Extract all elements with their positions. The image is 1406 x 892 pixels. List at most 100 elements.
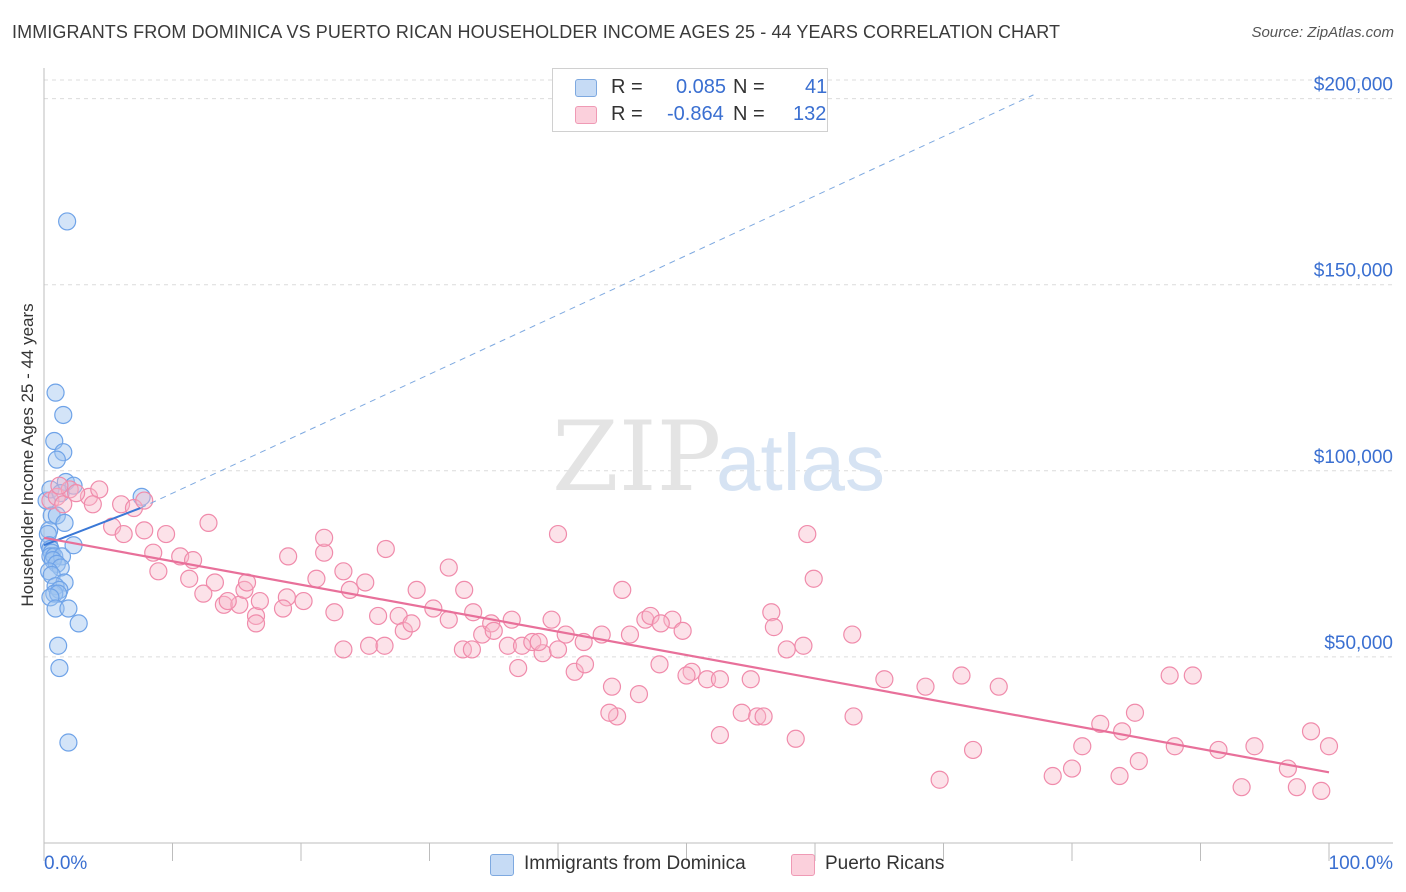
- dominica-point: [47, 450, 66, 469]
- puerto-rican-point: [542, 610, 561, 629]
- puerto-rican-point: [149, 562, 168, 581]
- puerto-rican-point: [369, 606, 388, 626]
- puerto-rican-point: [250, 591, 269, 611]
- puerto-rican-point: [641, 606, 660, 626]
- trend-lines: [43, 94, 1330, 774]
- bottom-legend-swatch-dominica: [490, 854, 514, 876]
- puerto-rican-trend-line: [43, 536, 1330, 774]
- y-tick-label: $150,000: [1314, 261, 1393, 282]
- puerto-rican-point: [307, 569, 326, 588]
- puerto-rican-point: [748, 707, 767, 726]
- puerto-rican-point: [1073, 737, 1092, 756]
- puerto-rican-point: [1245, 737, 1264, 756]
- x-tick-label-start: 0.0%: [44, 853, 87, 874]
- puerto-rican-point: [989, 677, 1008, 696]
- puerto-rican-point: [786, 729, 805, 748]
- puerto-rican-point: [1125, 703, 1145, 722]
- puerto-rican-point: [114, 524, 133, 544]
- puerto-rican-point: [360, 636, 379, 655]
- puerto-rican-point: [1287, 778, 1306, 797]
- dominica-point: [59, 733, 78, 752]
- puerto-rican-point: [218, 591, 237, 611]
- bottom-legend-label-puerto-rican: Puerto Ricans: [825, 853, 945, 874]
- legend-swatch-puerto-rican: [575, 106, 597, 124]
- puerto-rican-point: [315, 528, 334, 547]
- puerto-rican-point: [804, 569, 823, 588]
- puerto-rican-point: [407, 580, 426, 600]
- dominica-point: [59, 599, 78, 618]
- puerto-rican-point: [777, 640, 796, 659]
- y-tick-label: $100,000: [1314, 447, 1393, 468]
- puerto-rican-point: [1319, 737, 1339, 756]
- puerto-rican-point: [509, 658, 528, 678]
- puerto-rican-point: [279, 547, 298, 566]
- puerto-rican-points: [41, 476, 1339, 800]
- legend-n-value: 132: [793, 103, 827, 125]
- axes: [43, 68, 1393, 861]
- puerto-rican-point: [325, 603, 344, 622]
- stats-legend: R = 0.085 N = 41 R = -0.864 N = 132: [552, 68, 828, 132]
- puerto-rican-point: [1062, 759, 1082, 778]
- bottom-legend-swatch-puerto-rican: [791, 854, 815, 876]
- puerto-rican-point: [50, 476, 69, 495]
- legend-r-value: -0.864: [667, 103, 724, 125]
- puerto-rican-point: [798, 524, 817, 544]
- puerto-rican-point: [663, 610, 682, 629]
- dominica-point: [58, 212, 77, 231]
- dominica-point: [50, 658, 69, 678]
- puerto-rican-point: [205, 573, 225, 592]
- y-tick-label: $50,000: [1324, 633, 1393, 654]
- dominica-point: [46, 599, 65, 618]
- puerto-rican-point: [963, 740, 983, 760]
- puerto-rican-point: [439, 558, 458, 577]
- puerto-rican-point: [402, 614, 421, 633]
- puerto-rican-point: [83, 495, 102, 514]
- watermark-atlas: atlas: [716, 418, 885, 507]
- puerto-rican-point: [273, 599, 293, 618]
- dominica-point: [69, 614, 88, 633]
- legend-n-value: 41: [805, 76, 828, 98]
- legend-r-value: 0.085: [676, 76, 727, 98]
- puerto-rican-point: [334, 640, 353, 659]
- puerto-rican-point: [67, 484, 86, 503]
- puerto-rican-point: [754, 707, 773, 726]
- puerto-rican-point: [875, 670, 894, 689]
- puerto-rican-point: [1129, 752, 1148, 771]
- puerto-rican-point: [575, 655, 595, 674]
- y-axis-label: Householder Income Ages 25 - 44 years: [18, 303, 37, 607]
- gridlines: [44, 79, 1393, 658]
- puerto-rican-point: [246, 614, 266, 633]
- watermark-zip: ZIP: [552, 401, 721, 513]
- puerto-rican-point: [620, 625, 640, 644]
- puerto-rican-point: [502, 610, 521, 629]
- watermark: ZIP atlas: [552, 401, 885, 513]
- puerto-rican-point: [529, 632, 548, 652]
- puerto-rican-point: [710, 725, 730, 745]
- puerto-rican-point: [523, 632, 542, 652]
- puerto-rican-point: [741, 670, 760, 689]
- puerto-rican-point: [1043, 766, 1062, 786]
- puerto-rican-point: [235, 580, 254, 600]
- puerto-rican-point: [1113, 722, 1132, 741]
- legend-r-label: R =: [611, 103, 643, 125]
- puerto-rican-point: [135, 521, 154, 540]
- dominica-points: [37, 212, 151, 752]
- puerto-rican-point: [600, 703, 619, 722]
- x-tick-label-end: 100.0%: [1329, 853, 1394, 874]
- puerto-rican-point: [732, 703, 751, 722]
- puerto-rican-point: [199, 513, 218, 533]
- puerto-rican-point: [1110, 766, 1129, 786]
- puerto-rican-point: [394, 621, 413, 640]
- chart-title: IMMIGRANTS FROM DOMINICA VS PUERTO RICAN…: [12, 22, 1061, 42]
- puerto-rican-point: [843, 625, 862, 644]
- puerto-rican-point: [135, 491, 154, 510]
- puerto-rican-point: [697, 670, 717, 689]
- puerto-rican-point: [455, 580, 474, 600]
- tick-labels: $50,000 $100,000 $150,000 $200,000 0.0% 100.0…: [44, 75, 1393, 874]
- puerto-rican-point: [484, 621, 503, 640]
- puerto-rican-point: [916, 677, 935, 696]
- puerto-rican-point: [294, 591, 313, 611]
- puerto-rican-point: [1160, 666, 1179, 685]
- puerto-rican-point: [1091, 714, 1110, 733]
